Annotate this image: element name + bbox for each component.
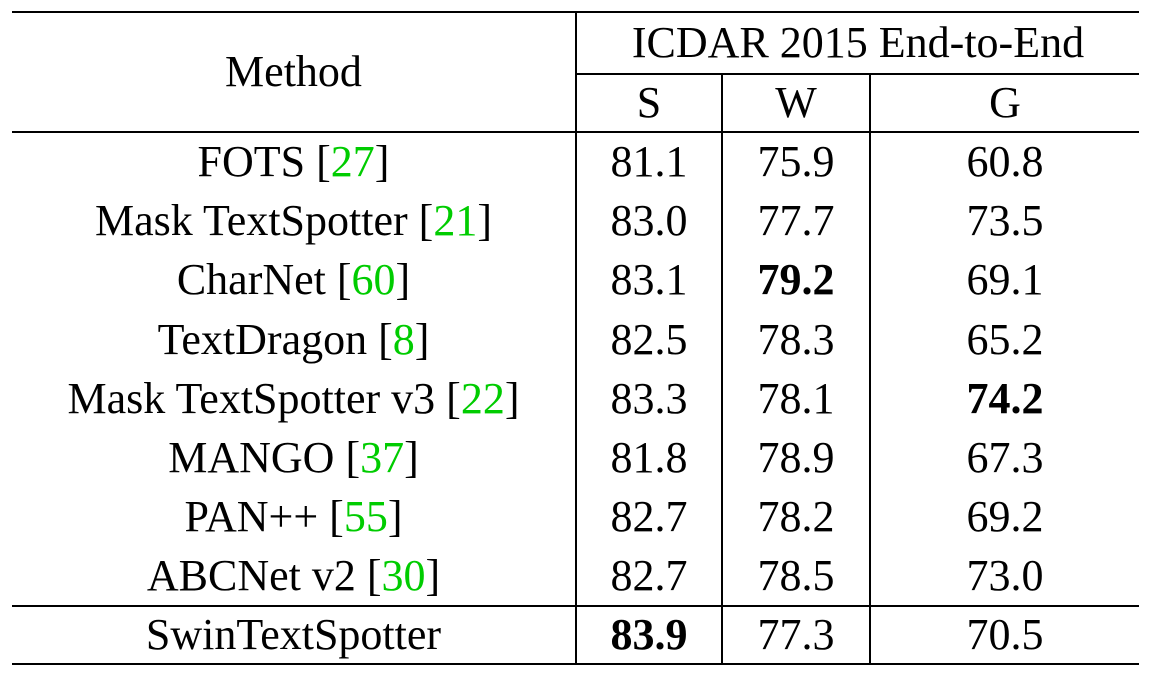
score-s: 81.8 [575,428,722,488]
method-cell: FOTS [27] [197,137,390,187]
score-s: 82.7 [575,547,722,607]
method-cell: Mask TextSpotter v3 [22] [67,373,520,423]
score-g: 74.2 [869,369,1139,429]
header-method: Method [225,47,362,96]
table-row: TextDragon [8] 82.5 78.3 65.2 [12,309,1139,370]
method-name: Mask TextSpotter v3 [67,373,436,423]
method-name: FOTS [197,137,306,187]
score-g: 73.0 [869,547,1139,607]
score-g: 65.2 [869,309,1139,370]
method-cell: PAN++ [55] [184,492,403,542]
score-w: 77.7 [721,191,870,251]
header-w: W [721,74,870,132]
score-w: 78.2 [721,487,870,548]
method-name: TextDragon [157,314,368,364]
table-row: FOTS [27] 81.1 75.9 60.8 [12,132,1139,192]
citation-link[interactable]: 21 [433,195,478,245]
score-w: 78.9 [721,428,870,488]
score-s: 83.9 [575,606,722,665]
score-w: 78.5 [721,547,870,607]
score-g: 60.8 [869,132,1139,192]
score-w: 75.9 [721,132,870,192]
method-name: PAN++ [184,492,319,542]
score-s: 83.3 [575,369,722,429]
score-g: 70.5 [869,606,1139,665]
method-name: Mask TextSpotter [95,195,408,245]
method-cell: CharNet [60] [176,255,411,305]
table-row: MANGO [37] 81.8 78.9 67.3 [12,428,1139,488]
results-table: Method ICDAR 2015 End-to-End S W G FOTS … [12,11,1139,665]
table-row: CharNet [60] 83.1 79.2 69.1 [12,250,1139,310]
table-row: PAN++ [55] 82.7 78.2 69.2 [12,487,1139,548]
header-g: G [869,74,1139,132]
score-w: 78.3 [721,309,870,370]
citation-link[interactable]: 8 [392,314,415,364]
method-cell: ABCNet v2 [30] [146,551,441,601]
method-cell: MANGO [37] [168,433,419,483]
header-group: ICDAR 2015 End-to-End [575,12,1139,75]
score-w: 78.1 [721,369,870,429]
method-cell: Mask TextSpotter [21] [95,195,492,245]
table-row: Mask TextSpotter v3 [22] 83.3 78.1 74.2 [12,369,1139,429]
table-row-ours: SwinTextSpotter 83.9 77.3 70.5 [12,606,1139,665]
citation-link[interactable]: 37 [360,433,405,483]
citation-link[interactable]: 55 [343,492,388,542]
score-s: 83.0 [575,191,722,251]
score-s: 82.5 [575,309,722,370]
score-w: 79.2 [721,250,870,310]
table-row: Mask TextSpotter [21] 83.0 77.7 73.5 [12,191,1139,251]
score-g: 69.1 [869,250,1139,310]
header-s: S [575,74,722,132]
score-s: 83.1 [575,250,722,310]
score-w: 77.3 [721,606,870,665]
method-cell: TextDragon [8] [157,314,430,364]
citation-link[interactable]: 60 [351,255,396,305]
score-s: 81.1 [575,132,722,192]
table-row: ABCNet v2 [30] 82.7 78.5 73.0 [12,547,1139,607]
method-name-ours: SwinTextSpotter [145,610,442,660]
score-g: 69.2 [869,487,1139,548]
method-name: MANGO [168,433,335,483]
score-g: 73.5 [869,191,1139,251]
citation-link[interactable]: 22 [460,373,505,423]
table-body: FOTS [27] 81.1 75.9 60.8 Mask TextSpotter [2… [12,132,1139,665]
score-s: 82.7 [575,487,722,548]
citation-link[interactable]: 27 [330,137,375,187]
score-g: 67.3 [869,428,1139,488]
method-name: CharNet [176,255,326,305]
citation-link[interactable]: 30 [381,551,426,601]
method-name: ABCNet v2 [146,551,356,601]
